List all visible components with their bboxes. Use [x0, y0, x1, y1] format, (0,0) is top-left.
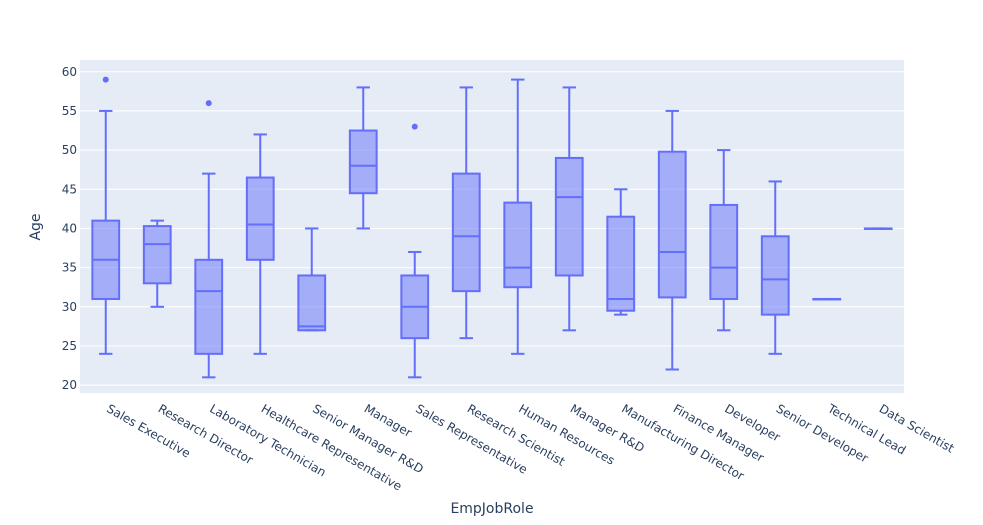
- box-iqr: [142, 225, 172, 285]
- box-8[interactable]: [451, 86, 481, 340]
- box-iqr: [297, 274, 327, 332]
- x-tick-label: Human Resources: [516, 401, 617, 467]
- box-iqr: [245, 176, 275, 261]
- y-axis-title: Age: [28, 213, 44, 240]
- box-13[interactable]: [709, 149, 739, 332]
- box-iqr: [709, 203, 739, 300]
- y-tick-label: 20: [62, 378, 77, 392]
- box-14[interactable]: [760, 180, 790, 355]
- box-iqr: [194, 258, 224, 355]
- y-tick-labels: 20 25 30 35 40 45 50 55 60: [62, 65, 77, 392]
- x-tick-label: Senior Developer: [774, 401, 871, 465]
- box-1[interactable]: [91, 76, 121, 355]
- x-axis-title: EmpJobRole: [450, 501, 533, 517]
- y-tick-label: 25: [62, 339, 77, 353]
- y-tick-label: 60: [62, 65, 77, 79]
- box-15[interactable]: [812, 297, 842, 301]
- box-iqr: [760, 235, 790, 316]
- x-tick-label: Research Director: [156, 401, 256, 467]
- box-iqr: [606, 215, 636, 312]
- box-6[interactable]: [348, 86, 378, 230]
- y-tick-label: 40: [62, 221, 77, 235]
- box-2[interactable]: [142, 219, 172, 308]
- box-9[interactable]: [503, 78, 533, 355]
- y-tick-label: 30: [62, 300, 77, 314]
- y-tick-label: 45: [62, 182, 77, 196]
- box-12[interactable]: [657, 109, 687, 371]
- box-11[interactable]: [606, 188, 636, 316]
- y-tick-label: 55: [62, 104, 77, 118]
- box-3[interactable]: [194, 100, 224, 379]
- outlier-point: [411, 123, 418, 130]
- outlier-point: [102, 76, 109, 83]
- box-5[interactable]: [297, 227, 327, 332]
- box-iqr: [503, 201, 533, 289]
- box-iqr: [657, 150, 687, 299]
- box-4[interactable]: [245, 133, 275, 355]
- box-iqr: [348, 129, 378, 195]
- y-tick-label: 50: [62, 143, 77, 157]
- box-16[interactable]: [863, 227, 893, 230]
- box-iqr: [451, 172, 481, 293]
- y-tick-label: 35: [62, 261, 77, 275]
- box-10[interactable]: [554, 86, 584, 332]
- box-iqr: [554, 156, 584, 277]
- box-7[interactable]: [400, 123, 430, 379]
- boxes[interactable]: [91, 76, 893, 379]
- outlier-point: [205, 100, 212, 107]
